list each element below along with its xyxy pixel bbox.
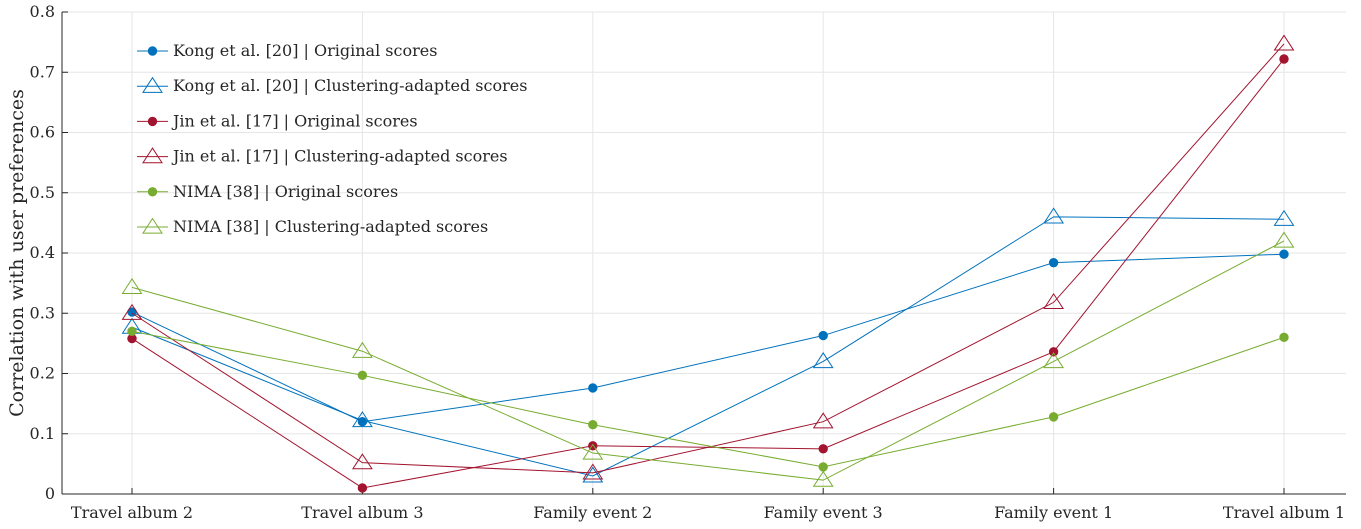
data-point-triangle — [121, 277, 143, 294]
data-point-dot — [588, 420, 598, 430]
y-tick-label: 0.5 — [30, 183, 55, 202]
y-tick-label: 0.1 — [30, 424, 55, 443]
data-point-triangle — [1273, 231, 1295, 248]
data-point-dot — [1048, 347, 1059, 357]
legend-entry-1: Kong et al. [20] | Original scores — [137, 41, 437, 60]
series-1 — [127, 249, 1289, 427]
series-4 — [121, 34, 1295, 480]
data-point-dot — [127, 326, 137, 337]
y-tick-label: 0.6 — [30, 123, 55, 142]
data-point-dot — [818, 330, 828, 341]
legend-label: Jin et al. [17] | Original scores — [171, 111, 418, 130]
data-point-triangle — [1043, 292, 1065, 310]
data-point-triangle — [1273, 209, 1295, 226]
data-point-triangle — [351, 341, 373, 358]
series-group — [121, 34, 1295, 493]
legend-marker — [147, 187, 158, 197]
y-tick-label: 0 — [45, 484, 55, 503]
x-tick-label: Travel album 1 — [1223, 503, 1345, 522]
legend-marker — [147, 46, 158, 56]
legend-entry-5: NIMA [38] | Original scores — [137, 182, 398, 201]
y-tick-label: 0.8 — [30, 2, 55, 21]
legend-marker — [147, 116, 158, 127]
x-tick-label: Family event 2 — [533, 503, 652, 522]
data-point-triangle — [1043, 352, 1065, 369]
y-tick-label: 0.3 — [30, 303, 55, 322]
legend-marker — [142, 76, 163, 93]
y-tick-label: 0.7 — [30, 62, 55, 81]
data-point-dot — [818, 462, 828, 472]
data-point-dot — [1048, 412, 1059, 422]
data-point-triangle — [1273, 34, 1295, 51]
y-tick-label: 0.2 — [30, 364, 55, 383]
axes: 0 0.1 0.2 0.3 0.4 0.5 0.6 0.7 0.8 Travel album 2 T… — [6, 2, 1346, 522]
legend-entry-2: Kong et al. [20] | Clustering-adapted sc… — [137, 76, 527, 95]
data-point-triangle — [812, 412, 834, 429]
data-point-triangle — [351, 411, 373, 428]
y-axis-title: Correlation with user preferences — [6, 89, 28, 417]
data-point-dot — [1279, 54, 1289, 64]
legend-label: Kong et al. [20] | Clustering-adapted sc… — [173, 76, 527, 95]
data-point-dot — [357, 370, 368, 381]
y-tick-label: 0.4 — [30, 243, 55, 262]
data-point-dot — [588, 383, 598, 393]
series-line — [131, 216, 1285, 477]
data-point-dot — [1279, 249, 1289, 259]
legend-entry-4: Jin et al. [17] | Clustering-adapted sco… — [137, 147, 508, 166]
series-line — [131, 240, 1285, 481]
legend-label: Jin et al. [17] | Clustering-adapted sco… — [171, 147, 508, 166]
data-point-triangle — [812, 352, 834, 369]
legend-marker — [142, 217, 163, 234]
x-tick-label: Family event 3 — [764, 503, 883, 522]
series-line — [131, 330, 1285, 468]
series-5 — [127, 326, 1289, 472]
series-line — [131, 43, 1285, 474]
series-2 — [121, 207, 1295, 483]
legend-label: NIMA [38] | Clustering-adapted scores — [173, 217, 488, 236]
x-tick-label: Travel album 3 — [301, 503, 423, 522]
legend: Kong et al. [20] | Original scores Kong e… — [137, 41, 527, 236]
legend-entry-3: Jin et al. [17] | Original scores — [137, 111, 418, 130]
data-point-dot — [818, 444, 828, 454]
legend-entry-6: NIMA [38] | Clustering-adapted scores — [137, 217, 488, 236]
x-tick-label: Travel album 2 — [71, 503, 193, 522]
legend-label: NIMA [38] | Original scores — [173, 182, 398, 201]
legend-label: Kong et al. [20] | Original scores — [173, 41, 437, 60]
x-tick-label: Family event 1 — [994, 503, 1113, 522]
data-point-triangle — [121, 303, 143, 320]
legend-marker — [142, 147, 163, 164]
data-point-triangle — [582, 466, 604, 483]
data-point-dot — [1048, 257, 1059, 268]
series-6 — [121, 231, 1295, 487]
data-point-triangle — [351, 453, 373, 470]
data-point-dot — [357, 483, 368, 493]
data-point-dot — [1279, 332, 1289, 343]
data-point-triangle — [582, 443, 604, 460]
data-point-triangle — [812, 470, 834, 487]
data-point-triangle — [582, 463, 604, 480]
series-line — [131, 253, 1285, 423]
data-point-triangle — [1043, 207, 1065, 224]
